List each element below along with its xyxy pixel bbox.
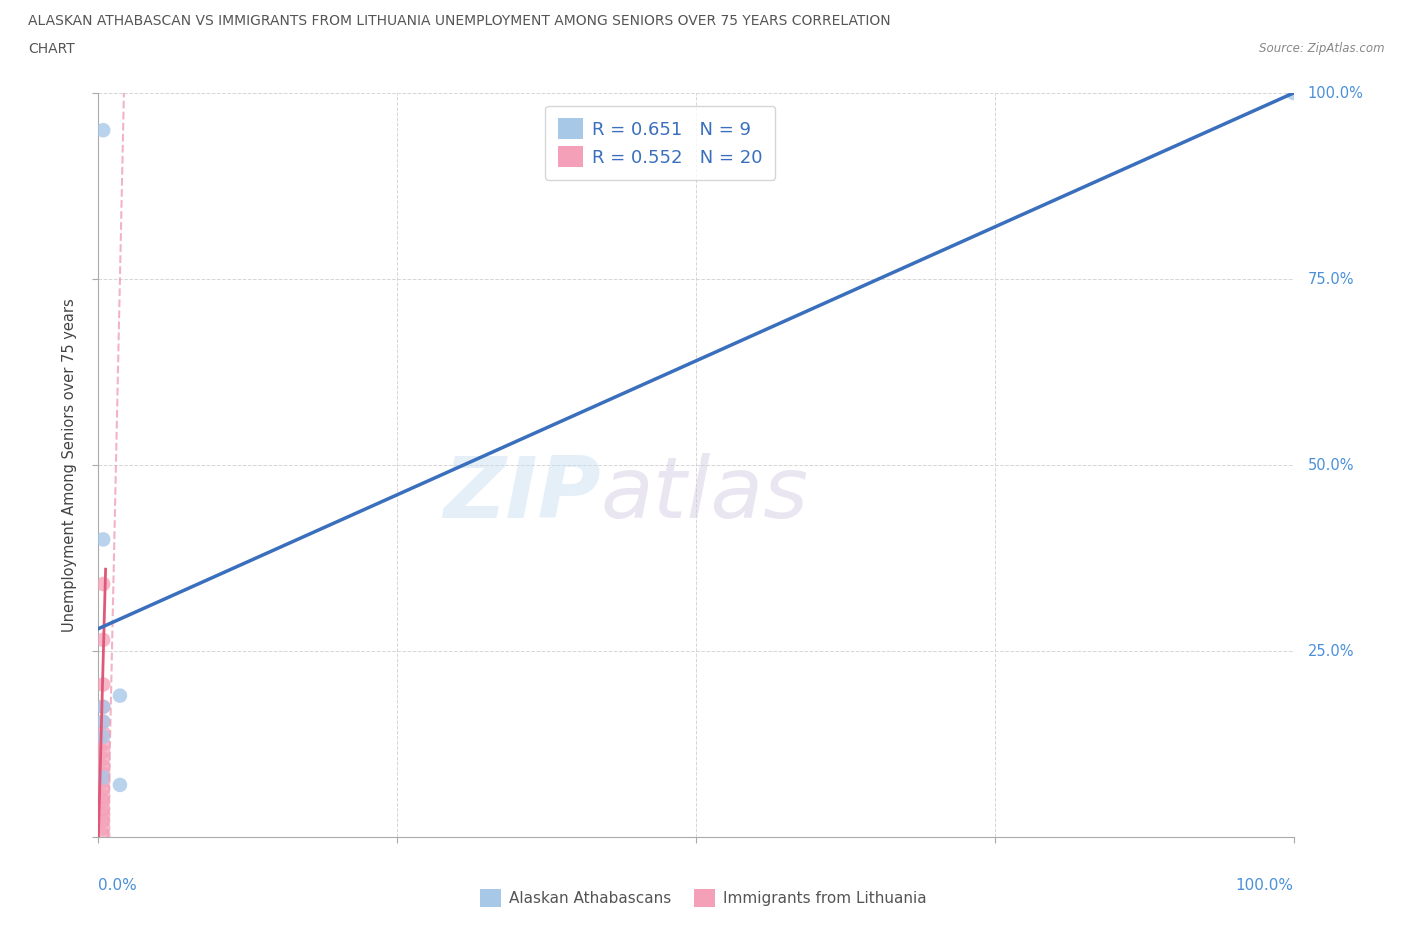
Point: [91, 794, 114, 809]
Text: 100.0%: 100.0%: [1308, 86, 1364, 100]
Point: [108, 777, 131, 792]
Point: [91, 744, 114, 759]
Point: [91, 123, 114, 138]
Point: [91, 714, 114, 729]
Point: [91, 737, 114, 751]
Text: 100.0%: 100.0%: [1236, 878, 1294, 893]
Text: CHART: CHART: [28, 42, 75, 56]
Point: [91, 820, 114, 835]
Text: atlas: atlas: [600, 453, 808, 537]
Point: [91, 729, 114, 744]
Point: [91, 759, 114, 774]
Point: [91, 807, 114, 822]
Point: [91, 725, 114, 740]
Point: [91, 770, 114, 785]
Point: [108, 688, 131, 703]
Text: Source: ZipAtlas.com: Source: ZipAtlas.com: [1260, 42, 1385, 55]
Point: [91, 699, 114, 714]
Point: [91, 828, 114, 843]
Point: [91, 789, 114, 804]
Legend: Alaskan Athabascans, Immigrants from Lithuania: Alaskan Athabascans, Immigrants from Lit…: [474, 884, 932, 913]
Text: 25.0%: 25.0%: [1308, 644, 1354, 658]
Point: [91, 714, 114, 729]
Text: 50.0%: 50.0%: [1308, 458, 1354, 472]
Text: ZIP: ZIP: [443, 453, 600, 537]
Point: [91, 802, 114, 817]
Point: [91, 632, 114, 647]
Point: [91, 532, 114, 547]
Text: 0.0%: 0.0%: [98, 878, 138, 893]
Point: [91, 766, 114, 781]
Point: [1282, 86, 1305, 100]
Legend: R = 0.651   N = 9, R = 0.552   N = 20: R = 0.651 N = 9, R = 0.552 N = 20: [546, 106, 775, 180]
Point: [91, 813, 114, 828]
Text: 75.0%: 75.0%: [1308, 272, 1354, 286]
Y-axis label: Unemployment Among Seniors over 75 years: Unemployment Among Seniors over 75 years: [62, 299, 77, 631]
Point: [91, 677, 114, 692]
Text: ALASKAN ATHABASCAN VS IMMIGRANTS FROM LITHUANIA UNEMPLOYMENT AMONG SENIORS OVER : ALASKAN ATHABASCAN VS IMMIGRANTS FROM LI…: [28, 14, 891, 28]
Point: [91, 751, 114, 766]
Point: [91, 699, 114, 714]
Point: [91, 781, 114, 796]
Point: [91, 774, 114, 789]
Point: [91, 577, 114, 591]
